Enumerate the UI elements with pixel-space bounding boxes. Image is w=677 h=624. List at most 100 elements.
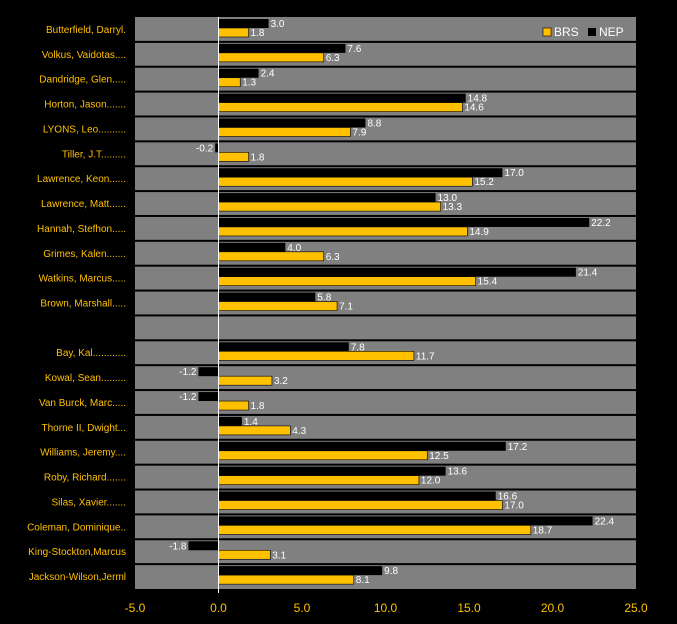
category-label: Butterfield, Darryl. bbox=[46, 25, 126, 36]
bar-nep bbox=[218, 19, 269, 28]
bar-brs bbox=[218, 500, 503, 510]
bar-nep bbox=[218, 516, 593, 526]
row-separator bbox=[135, 513, 636, 516]
row-separator bbox=[135, 214, 636, 217]
row-separator bbox=[135, 264, 636, 267]
bar-nep bbox=[218, 342, 349, 352]
row-separator bbox=[135, 40, 636, 43]
value-label-nep: -0.2 bbox=[196, 143, 214, 154]
bar-brs bbox=[218, 201, 441, 212]
bar-brs bbox=[218, 276, 476, 286]
bar-brs bbox=[218, 127, 351, 137]
row-separator bbox=[135, 389, 636, 392]
value-label-nep: 14.8 bbox=[468, 94, 488, 105]
value-label-brs: 4.3 bbox=[292, 426, 306, 437]
row-separator bbox=[135, 140, 636, 143]
row-separator bbox=[135, 314, 636, 317]
legend-label-brs: BRS bbox=[554, 25, 579, 39]
bar-nep bbox=[218, 441, 506, 451]
value-label-brs: 11.7 bbox=[416, 351, 435, 362]
category-label: Hannah, Stefhon..... bbox=[37, 224, 126, 235]
bar-brs bbox=[218, 525, 532, 535]
category-labels-layer: Butterfield, Darryl. Volkus, Vaidotas....… bbox=[27, 25, 126, 583]
legend-label-nep: NEP bbox=[599, 25, 624, 39]
bar-nep bbox=[218, 68, 259, 78]
value-label-nep: 21.4 bbox=[578, 268, 598, 279]
value-label-nep: -1.8 bbox=[169, 541, 187, 552]
row-separator bbox=[135, 413, 636, 416]
value-label-brs: 1.3 bbox=[242, 78, 256, 89]
legend: BRS NEP bbox=[542, 25, 624, 39]
row-separator bbox=[135, 364, 636, 367]
bar-brs bbox=[218, 574, 355, 585]
row-separator bbox=[135, 438, 636, 441]
category-label: Coleman, Dominique.. bbox=[27, 522, 126, 533]
category-label: Brown, Marshall..... bbox=[40, 299, 126, 310]
row-separator bbox=[135, 463, 636, 466]
x-axis: -5.0 0.0 5.0 10.0 15.0 20.0 25.0 bbox=[125, 601, 648, 615]
value-label-brs: 15.4 bbox=[478, 277, 498, 288]
row-bands bbox=[135, 40, 636, 566]
value-label-nep: 13.6 bbox=[448, 467, 468, 478]
category-label: King-Stockton,Marcus bbox=[28, 547, 126, 558]
bar-brs bbox=[218, 152, 249, 162]
bar-nep bbox=[218, 118, 366, 128]
bar-brs bbox=[218, 400, 249, 411]
row-separator bbox=[135, 90, 636, 93]
bar-brs bbox=[218, 52, 325, 63]
category-label: Silas, Xavier....... bbox=[52, 497, 126, 508]
bar-brs bbox=[218, 351, 415, 361]
category-label: Thorne II, Dwight... bbox=[42, 423, 126, 434]
value-label-brs: 13.3 bbox=[443, 202, 463, 213]
value-label-brs: 7.1 bbox=[339, 302, 353, 313]
row-separator bbox=[135, 65, 636, 68]
value-label-nep: -1.2 bbox=[179, 367, 197, 378]
value-label-brs: 12.5 bbox=[429, 451, 449, 462]
category-label: Lawrence, Matt...... bbox=[41, 199, 126, 210]
value-label-brs: 1.8 bbox=[251, 152, 265, 163]
x-tick-label: -5.0 bbox=[125, 601, 146, 615]
category-label: Lawrence, Keon...... bbox=[37, 174, 126, 185]
row-separator bbox=[135, 115, 636, 118]
value-label-nep: 3.0 bbox=[271, 19, 285, 30]
bar-brs bbox=[218, 176, 473, 187]
bar-nep bbox=[218, 43, 346, 53]
bar-nep bbox=[218, 242, 286, 252]
value-label-brs: 6.3 bbox=[326, 252, 340, 263]
value-label-brs: 1.8 bbox=[251, 28, 265, 39]
bar-brs bbox=[218, 102, 463, 112]
value-label-nep: 17.2 bbox=[508, 442, 528, 453]
bar-brs bbox=[218, 226, 468, 237]
bar-brs bbox=[218, 549, 271, 560]
value-label-nep: 7.6 bbox=[347, 44, 361, 55]
row-separator bbox=[135, 239, 636, 242]
value-label-nep: 4.0 bbox=[287, 243, 301, 254]
category-label: Williams, Jeremy.... bbox=[40, 448, 126, 459]
bar-nep bbox=[218, 491, 496, 501]
value-label-brs: 3.2 bbox=[274, 376, 288, 387]
value-label-brs: 17.0 bbox=[504, 501, 524, 512]
bar-brs bbox=[218, 251, 325, 262]
category-label: Roby, Richard....... bbox=[44, 473, 126, 484]
value-label-nep: 16.6 bbox=[498, 492, 518, 503]
value-label-nep: 1.4 bbox=[244, 417, 258, 428]
row-separator bbox=[135, 488, 636, 491]
row-separator bbox=[135, 563, 636, 566]
bar-nep bbox=[215, 143, 219, 153]
bar-nep bbox=[188, 541, 219, 551]
category-label: Volkus, Vaidotas.... bbox=[42, 50, 126, 61]
value-label-brs: 8.1 bbox=[356, 575, 370, 586]
value-label-brs: 18.7 bbox=[533, 525, 553, 536]
legend-swatch-nep bbox=[588, 28, 596, 36]
category-label: Watkins, Marcus..... bbox=[39, 274, 126, 285]
legend-swatch-brs bbox=[542, 27, 552, 37]
row-separator bbox=[135, 165, 636, 168]
x-tick-label: 20.0 bbox=[541, 601, 565, 615]
x-tick-label: 15.0 bbox=[457, 601, 481, 615]
category-label: Dandridge, Glen..... bbox=[39, 75, 126, 86]
bar-brs bbox=[218, 77, 241, 88]
row-separator bbox=[135, 538, 636, 541]
row-separator bbox=[135, 190, 636, 193]
category-label: Jackson-Wilson,Jerml bbox=[29, 572, 126, 583]
